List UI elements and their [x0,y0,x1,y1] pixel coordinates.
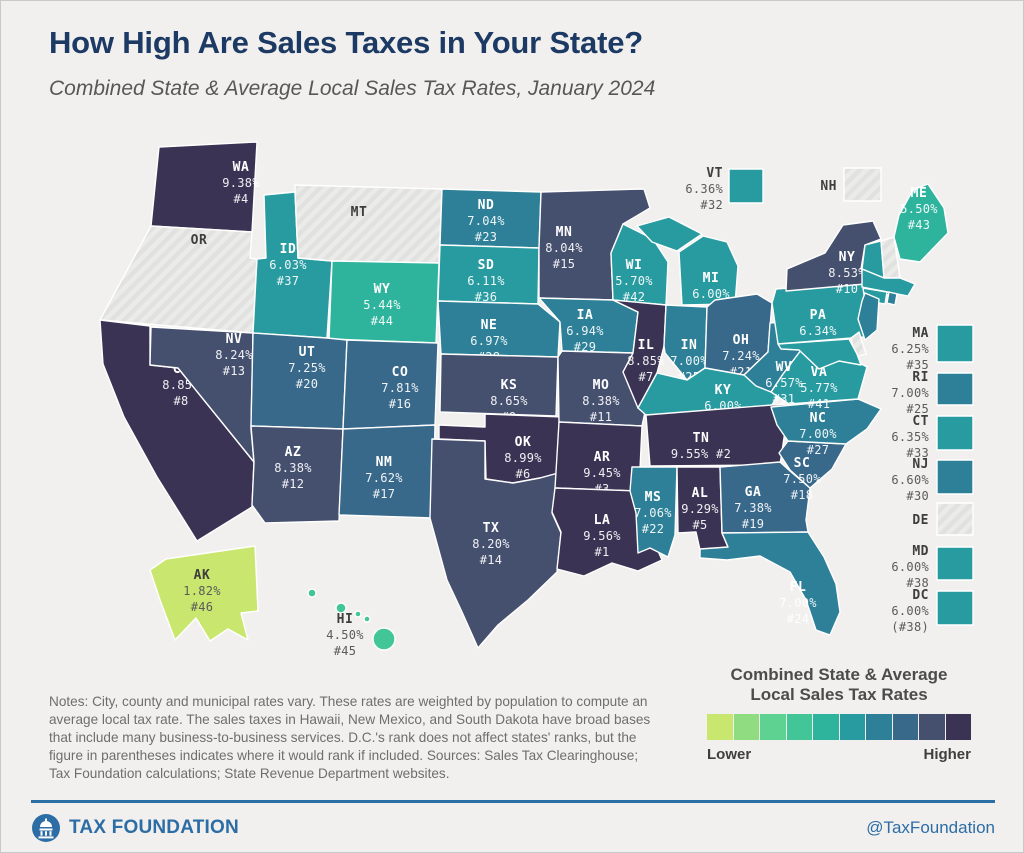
state-label-co: CO 7.81% #16 [381,365,419,411]
state-label-ok: OK 8.99% #6 [504,435,542,481]
state-shape-nj [857,292,880,341]
legend-swatch-2 [733,714,759,741]
state-label-nc: NC 7.00% #27 [799,411,837,457]
state-island-hi [354,610,362,618]
page-title: How High Are Sales Taxes in Your State? [49,25,643,60]
capitol-dome-icon [32,814,60,842]
legend-swatch-1 [707,714,733,741]
state-label-ga: GA 7.38% #19 [734,485,772,531]
state-swatch-ri [936,372,974,406]
legend-swatch-3 [760,714,786,741]
state-label-al: AL 9.29% #5 [681,486,719,532]
state-label-nh: NH [820,179,837,194]
state-label-or: OR [191,233,208,248]
state-label-md: MD 6.00% #38 [891,544,929,590]
state-shape-nc [770,398,882,445]
state-label-de: DE [912,513,929,528]
state-label-la: LA 9.56% #1 [583,513,621,559]
state-label-mt: MT [351,205,368,220]
legend: Combined State & Average Local Sales Tax… [701,665,977,763]
legend-swatch-7 [866,714,892,741]
state-label-wa: WA 9.38% #4 [222,160,260,206]
state-shape-md [777,338,862,370]
state-shape-mt [294,184,443,264]
brand-name: TAX FOUNDATION [69,817,239,838]
state-label-nj: NJ 6.60% #30 [891,457,929,503]
state-label-va: VA 5.77% #41 [800,365,838,411]
social-handle: @TaxFoundation [866,818,995,837]
state-label-me: ME 5.50% #43 [900,186,938,232]
state-island-hi [307,588,317,598]
state-shape-ri [886,291,898,306]
legend-lower-label: Lower [707,746,752,764]
state-label-ia: IA 6.94% #29 [566,308,604,354]
legend-swatch-10 [945,714,971,741]
state-shape-ms [629,466,678,558]
legend-higher-label: Higher [923,746,971,764]
state-label-dc: DC 6.00% (#38) [891,588,929,634]
state-shape-ne [437,300,561,358]
state-swatch-nh [843,167,882,202]
state-label-nm: NM 7.62% #17 [365,455,403,501]
state-swatch-md [936,546,974,581]
state-label-wy: WY 5.44% #44 [363,282,401,328]
state-label-sd: SD 6.11% #36 [467,258,505,304]
footer: TAX FOUNDATION @TaxFoundation [31,800,995,843]
state-label-wi: WI 5.70% #42 [615,258,653,304]
legend-swatch-8 [892,714,918,741]
state-label-tx: TX 8.20% #14 [472,521,510,567]
legend-title: Combined State & Average Local Sales Tax… [730,665,948,705]
state-swatch-de [936,502,974,536]
state-swatch-nj [936,459,974,495]
state-label-ct: CT 6.35% #33 [891,414,929,460]
notes-text: Notes: City, county and municipal rates … [49,694,651,781]
state-swatch-vt [728,168,764,204]
legend-swatch-6 [839,714,865,741]
page-subtitle: Combined State & Average Local Sales Tax… [49,77,656,100]
state-island-hi [363,615,371,623]
state-label-ms: MS 7.06% #22 [634,490,672,536]
legend-swatch-9 [919,714,945,741]
state-label-ma: MA 6.25% #35 [891,326,929,372]
state-shape-fl [699,531,841,636]
legend-swatch-4 [786,714,812,741]
state-label-mn: MN 8.04% #15 [545,225,583,271]
state-label-id: ID 6.03% #37 [269,242,307,288]
state-label-tn: TN 9.55% #2 [671,431,731,461]
state-label-ut: UT 7.25% #20 [288,345,326,391]
state-shape-ak [149,545,259,642]
state-shape-mi [636,216,739,306]
state-swatch-ma [936,324,974,363]
state-label-il: IL 8.85% #7 [627,338,665,384]
legend-swatch-5 [813,714,839,741]
state-label-vt: VT 6.36% #32 [685,166,723,212]
tax-foundation-logo: TAX FOUNDATION [31,813,239,843]
state-label-ak: AK 1.82% #46 [183,568,221,614]
state-island-hi [335,602,347,614]
state-label-wv: WV 6.57% #31 [765,360,803,406]
state-label-ny: NY 8.53% #10 [828,250,866,296]
state-shape-or [99,225,258,334]
state-swatch-ct [936,415,974,451]
state-label-nd: ND 7.04% #23 [467,198,505,244]
state-label-hi: HI 4.50% #45 [326,612,364,658]
legend-color-scale [707,714,971,741]
state-label-az: AZ 8.38% #12 [274,445,312,491]
state-label-nv: NV 8.24% #13 [215,332,253,378]
state-label-mo: MO 8.38% #11 [582,378,620,424]
state-shape-me [893,183,949,263]
state-label-sc: SC 7.50% #18 [783,456,821,502]
state-shape-ma [861,268,916,297]
state-label-ri: RI 7.00% #25 [891,370,929,416]
state-island-hi [372,627,396,651]
state-label-fl: FL 7.00% #24 [779,580,817,626]
state-swatch-dc [936,590,974,626]
